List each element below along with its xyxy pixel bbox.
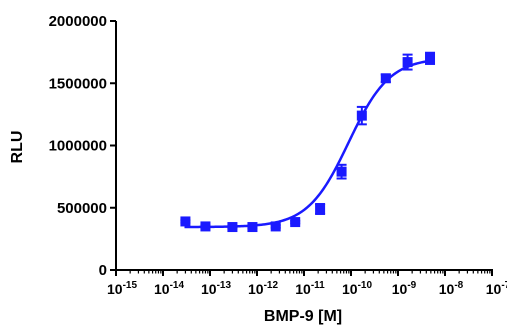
fit-curve xyxy=(184,59,432,229)
data-point xyxy=(200,221,211,232)
data-point xyxy=(270,221,281,232)
x-axis-label: BMP-9 [M] xyxy=(264,308,342,325)
x-tick-label: 10-13 xyxy=(201,280,231,297)
y-axis-label: RLU xyxy=(9,131,26,164)
data-point xyxy=(227,222,238,233)
y-tick-label: 0 xyxy=(99,262,107,279)
x-tick-label: 10-7 xyxy=(486,280,507,297)
x-tick-label: 10-15 xyxy=(107,280,137,297)
data-point xyxy=(180,216,191,227)
data-point xyxy=(336,166,347,177)
y-tick-label: 1500000 xyxy=(49,75,107,92)
data-point xyxy=(380,73,391,84)
y-axis: 0 500000 1000000 1500000 2000000 xyxy=(49,13,117,279)
data-point xyxy=(247,222,258,233)
x-tick-label: 10-9 xyxy=(392,280,417,297)
x-tick-label: 10-11 xyxy=(295,280,325,297)
data-point xyxy=(356,110,367,121)
x-tick-label: 10-12 xyxy=(248,280,278,297)
x-tick-label: 10-8 xyxy=(439,280,464,297)
data-point xyxy=(290,217,301,228)
data-point xyxy=(425,53,436,64)
plot-area xyxy=(180,51,436,233)
y-tick-label: 1000000 xyxy=(49,138,107,155)
y-tick-label: 2000000 xyxy=(49,13,107,30)
data-point xyxy=(402,57,413,68)
data-point xyxy=(315,203,326,214)
x-tick-label: 10-10 xyxy=(342,280,372,297)
x-axis: 10-15 10-14 10-13 10-12 10-11 10-10 10-9 10-8 10… xyxy=(107,269,507,297)
x-tick-label: 10-14 xyxy=(154,280,184,297)
y-tick-label: 500000 xyxy=(57,200,107,217)
